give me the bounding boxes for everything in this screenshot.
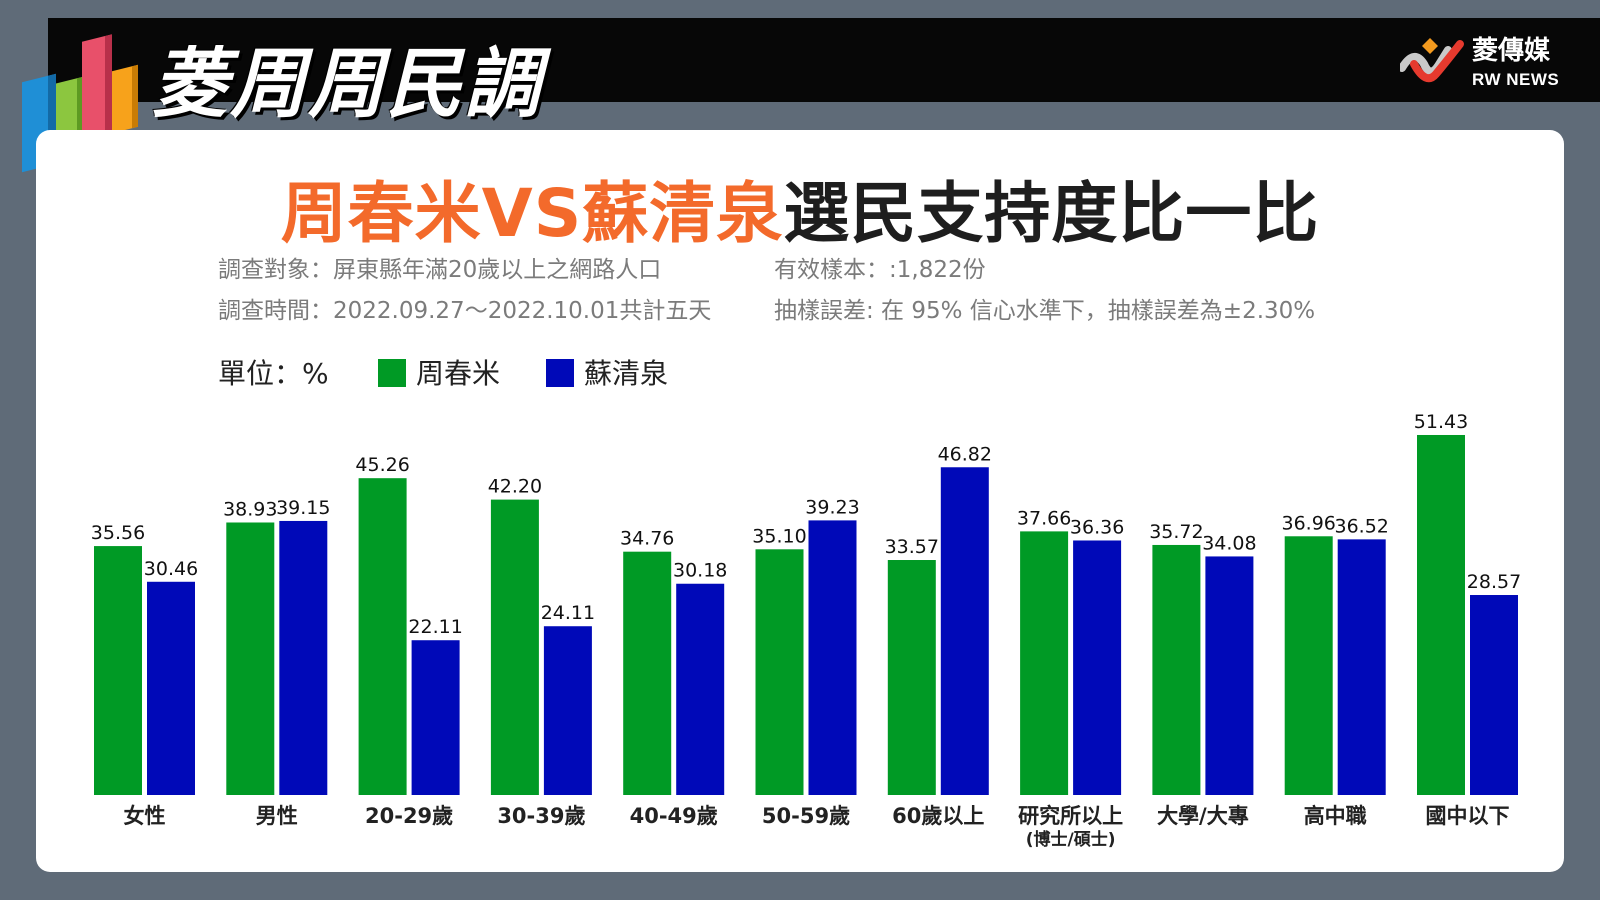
legend-item-series2: 蘇清泉 xyxy=(546,352,668,392)
legend-label-series1: 周春米 xyxy=(416,357,501,390)
category-label-3: 30-39歲 xyxy=(497,804,585,828)
bar-series2-8 xyxy=(1205,556,1254,795)
bar-series1-7 xyxy=(1020,531,1069,795)
chart-title: 周春米VS蘇清泉選民支持度比一比 xyxy=(0,160,1600,256)
category-label-4: 40-49歲 xyxy=(630,804,718,828)
bar-series1-5 xyxy=(755,549,804,795)
data-label-series2-4: 30.18 xyxy=(673,560,727,582)
data-label-series2-9: 36.52 xyxy=(1334,515,1388,537)
category-sublabel-7: (博士/碩士) xyxy=(1026,829,1116,850)
bar-series2-0 xyxy=(147,581,195,795)
bar-series1-0 xyxy=(94,546,142,795)
category-label-9: 高中職 xyxy=(1304,804,1367,828)
data-label-series1-7: 37.66 xyxy=(1017,507,1071,529)
margin-of-error: 抽樣誤差: 在 95% 信心水準下，抽樣誤差為±2.30% xyxy=(774,298,1316,324)
category-label-0: 女性 xyxy=(124,804,166,828)
data-label-series1-6: 33.57 xyxy=(885,536,939,558)
legend-swatch-series2 xyxy=(546,359,574,387)
chart-title-subject: 選民支持度比一比 xyxy=(783,175,1320,252)
data-label-series1-10: 51.43 xyxy=(1414,411,1468,433)
bar-series1-4 xyxy=(623,551,672,795)
data-label-series1-9: 36.96 xyxy=(1281,512,1335,534)
bar-series2-6 xyxy=(940,467,989,795)
data-label-series2-5: 39.23 xyxy=(805,496,859,518)
bar-series2-7 xyxy=(1073,540,1122,795)
bar-series1-1 xyxy=(226,522,275,795)
data-label-series1-0: 35.56 xyxy=(91,522,145,544)
category-label-5: 50-59歲 xyxy=(762,804,850,828)
legend-item-series1: 周春米 xyxy=(378,352,500,392)
data-label-series2-2: 22.11 xyxy=(408,616,462,638)
category-label-7: 研究所以上 xyxy=(1018,804,1123,828)
bar-series2-5 xyxy=(808,520,857,795)
category-label-2: 20-29歲 xyxy=(365,804,453,828)
data-label-series1-4: 34.76 xyxy=(620,528,674,550)
rw-logo-icon xyxy=(1400,38,1464,83)
category-label-1: 男性 xyxy=(256,804,298,828)
bar-series1-10 xyxy=(1417,434,1465,795)
bar-series2-1 xyxy=(279,520,328,795)
data-label-series2-0: 30.46 xyxy=(144,558,198,580)
logo-chinese-text: 菱傳媒 xyxy=(1472,36,1551,66)
bar-series2-9 xyxy=(1337,539,1386,795)
bar-series2-2 xyxy=(411,640,460,795)
header-bar xyxy=(48,18,1600,102)
category-label-10: 國中以下 xyxy=(1426,804,1510,828)
survey-target: 調查對象：屏東縣年滿20歲以上之網路人口 xyxy=(218,257,662,283)
bar-series2-10 xyxy=(1470,595,1518,795)
bar-series1-9 xyxy=(1284,536,1333,795)
bar-series1-6 xyxy=(887,560,936,795)
data-label-series2-10: 28.57 xyxy=(1467,571,1521,593)
chart-title-candidates: 周春米VS蘇清泉 xyxy=(280,175,784,252)
legend-label-series2: 蘇清泉 xyxy=(584,357,669,390)
data-label-series2-6: 46.82 xyxy=(938,443,992,465)
rw-news-logo: 菱傳媒 RW NEWS xyxy=(1400,26,1580,96)
bar-series1-2 xyxy=(358,478,407,795)
data-label-series1-5: 35.10 xyxy=(752,525,806,547)
data-label-series1-2: 45.26 xyxy=(355,454,409,476)
bar-series1-3 xyxy=(490,499,539,795)
data-label-series1-1: 38.93 xyxy=(223,498,277,520)
logo-english-text: RW NEWS xyxy=(1472,70,1560,89)
data-label-series2-1: 39.15 xyxy=(276,497,330,519)
bar-series2-4 xyxy=(676,583,725,795)
data-label-series2-7: 36.36 xyxy=(1070,516,1124,538)
bar-series1-8 xyxy=(1152,544,1201,795)
legend-swatch-series1 xyxy=(378,359,406,387)
data-label-series1-3: 42.20 xyxy=(488,476,542,498)
brand-title: 菱周周民調 xyxy=(152,39,542,128)
survey-period: 調查時間：2022.09.27～2022.10.01共計五天 xyxy=(218,298,712,324)
category-label-8: 大學/大專 xyxy=(1157,804,1249,828)
category-label-6: 60歲以上 xyxy=(892,804,984,828)
unit-label: 單位：% xyxy=(218,357,329,390)
sample-size: 有效樣本：:1,822份 xyxy=(774,257,986,283)
data-label-series1-8: 35.72 xyxy=(1149,521,1203,543)
bar-series2-3 xyxy=(543,626,592,795)
data-label-series2-8: 34.08 xyxy=(1202,532,1256,554)
data-label-series2-3: 24.11 xyxy=(541,602,595,624)
